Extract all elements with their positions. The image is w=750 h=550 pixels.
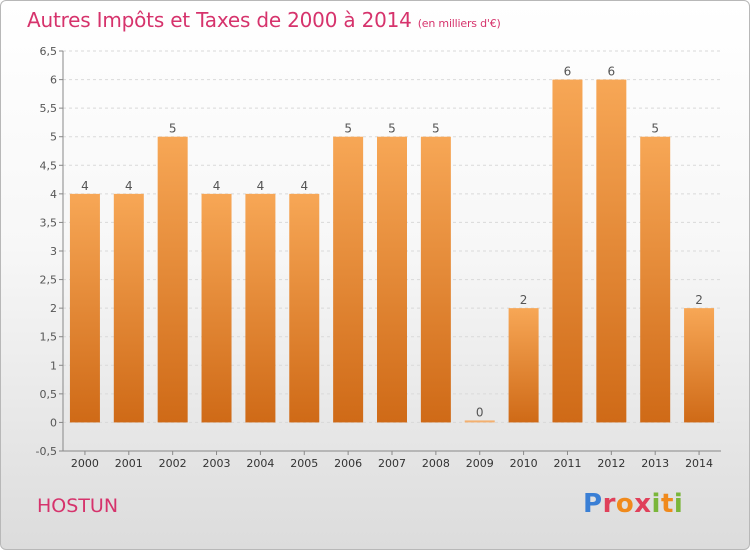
x-tick-label: 2012 [597, 457, 625, 470]
y-tick-label: 6 [50, 74, 57, 87]
chart-subtitle: (en milliers d'€) [417, 17, 501, 30]
y-tick-label: 0 [50, 416, 57, 429]
y-tick-label: 3 [50, 245, 57, 258]
data-label: 4 [125, 179, 133, 193]
x-tick-label: 2008 [422, 457, 450, 470]
data-label: 4 [257, 179, 265, 193]
data-label: 2 [695, 293, 703, 307]
bar [420, 136, 451, 423]
x-tick-label: 2013 [641, 457, 669, 470]
bar [333, 136, 364, 423]
y-tick-label: -0,5 [36, 445, 57, 458]
x-tick-label: 2007 [378, 457, 406, 470]
x-tick-label: 2014 [685, 457, 713, 470]
x-tick-label: 2006 [334, 457, 362, 470]
y-tick-label: 4,5 [40, 159, 58, 172]
data-label: 4 [300, 179, 308, 193]
y-tick-label: 3,5 [40, 216, 58, 229]
y-tick-label: 0,5 [40, 388, 58, 401]
data-label: 4 [81, 179, 89, 193]
y-tick-label: 5 [50, 131, 57, 144]
bar [289, 193, 320, 423]
x-tick-label: 2001 [115, 457, 143, 470]
y-tick-label: 6,5 [40, 45, 58, 58]
x-tick-label: 2000 [71, 457, 99, 470]
data-label: 5 [169, 122, 177, 136]
chart-title: Autres Impôts et Taxes de 2000 à 2014 (en… [27, 8, 501, 32]
x-tick-label: 2004 [246, 457, 274, 470]
data-label: 6 [564, 65, 572, 79]
x-tick-label: 2005 [290, 457, 318, 470]
y-tick-label: 2 [50, 302, 57, 315]
data-label: 5 [432, 122, 440, 136]
bar [201, 193, 232, 423]
data-label: 6 [608, 65, 616, 79]
data-label: 0 [476, 405, 484, 419]
data-labels: 4 4 5 4 4 4 5 5 5 0 2 6 6 5 2 [81, 65, 703, 420]
bar [245, 193, 276, 423]
data-label: 5 [344, 122, 352, 136]
x-tick-label: 2002 [159, 457, 187, 470]
x-tick-label: 2011 [553, 457, 581, 470]
data-label: 5 [651, 122, 659, 136]
x-tick-label: 2010 [510, 457, 538, 470]
bar [684, 308, 715, 423]
bar [69, 193, 100, 423]
y-tick-label: 5,5 [40, 102, 58, 115]
proxiti-logo: Proxiti [583, 489, 684, 519]
y-tick-label: 1,5 [40, 331, 58, 344]
x-tick-label: 2003 [203, 457, 231, 470]
bar [640, 136, 671, 423]
y-tick-label: 2,5 [40, 274, 58, 287]
data-label: 4 [213, 179, 221, 193]
commune-name: HOSTUN [37, 495, 119, 517]
bars [69, 79, 715, 423]
bar [113, 193, 144, 423]
y-tick-label: 4 [50, 188, 57, 201]
bar [596, 79, 627, 423]
bar [508, 308, 539, 423]
bar [377, 136, 407, 423]
data-label: 5 [388, 122, 396, 136]
bar [552, 79, 583, 423]
axes: -0,5 0 0,5 1 1,5 2 2,5 3 3,5 4 4,5 5 5,5 6 6,5 2000 2001… [36, 45, 721, 470]
y-tick-label: 1 [50, 359, 57, 372]
bar [464, 420, 495, 423]
bar [157, 136, 188, 423]
data-label: 2 [520, 293, 528, 307]
chart-title-text: Autres Impôts et Taxes de 2000 à 2014 [27, 8, 412, 32]
x-tick-label: 2009 [466, 457, 494, 470]
